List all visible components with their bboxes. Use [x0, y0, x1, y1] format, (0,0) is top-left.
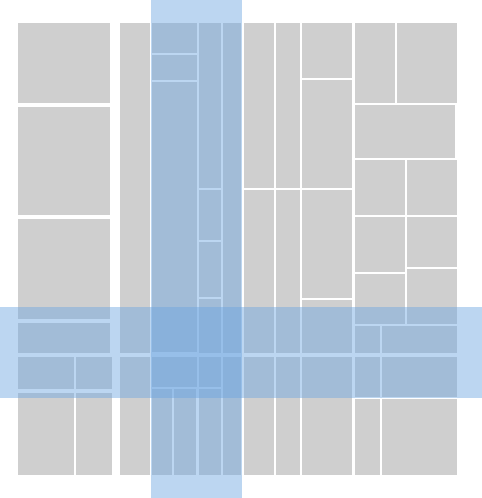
treemap-cell[interactable] [244, 23, 274, 188]
treemap-cell[interactable] [355, 23, 395, 103]
treemap-cell[interactable] [18, 23, 110, 103]
treemap-cell[interactable] [174, 389, 196, 475]
treemap-cell[interactable] [152, 55, 197, 80]
treemap-cell[interactable] [355, 274, 405, 324]
treemap-cell[interactable] [407, 269, 457, 324]
treemap-cell[interactable] [382, 357, 457, 397]
treemap-cell[interactable] [223, 357, 241, 475]
treemap-cell[interactable] [407, 160, 457, 215]
treemap-cell[interactable] [18, 107, 110, 215]
treemap-cell[interactable] [382, 399, 457, 475]
treemap-cell[interactable] [76, 393, 112, 475]
treemap-cell[interactable] [355, 357, 380, 397]
treemap-cell[interactable] [199, 299, 221, 353]
vertical-highlight-band[interactable] [151, 0, 242, 498]
treemap-cell[interactable] [302, 80, 352, 188]
treemap-cell[interactable] [152, 357, 197, 387]
treemap-cell[interactable] [120, 23, 150, 353]
treemap-cell[interactable] [18, 323, 110, 353]
treemap-cell[interactable] [276, 23, 300, 188]
treemap-cell[interactable] [199, 357, 221, 387]
treemap-cell[interactable] [355, 326, 380, 353]
treemap-cell[interactable] [199, 23, 221, 188]
treemap-cell[interactable] [355, 160, 405, 215]
treemap-cell[interactable] [397, 23, 457, 103]
treemap-cell[interactable] [152, 389, 172, 475]
treemap-cell[interactable] [382, 326, 457, 353]
treemap-cell[interactable] [244, 190, 274, 353]
treemap-cell[interactable] [76, 357, 112, 389]
treemap-cell[interactable] [223, 23, 241, 353]
treemap-cell[interactable] [199, 242, 221, 297]
treemap-cell[interactable] [199, 389, 221, 475]
treemap-cell[interactable] [18, 393, 74, 475]
treemap-cell[interactable] [407, 217, 457, 267]
treemap-cell[interactable] [302, 190, 352, 298]
treemap-cell[interactable] [18, 219, 110, 319]
treemap-cell[interactable] [355, 105, 455, 158]
treemap-cell[interactable] [199, 190, 221, 240]
treemap-cell[interactable] [18, 357, 74, 389]
treemap-cell[interactable] [355, 399, 380, 475]
treemap-cell[interactable] [302, 357, 352, 475]
treemap-cell[interactable] [276, 357, 300, 475]
treemap-cell[interactable] [120, 357, 150, 475]
horizontal-highlight-band[interactable] [0, 307, 482, 398]
treemap-cell[interactable] [152, 82, 197, 352]
treemap-cell[interactable] [302, 23, 352, 78]
treemap-cell[interactable] [152, 23, 197, 53]
treemap-cell[interactable] [244, 357, 274, 475]
treemap-cell[interactable] [355, 217, 405, 272]
treemap-cell[interactable] [276, 190, 300, 353]
treemap-cell[interactable] [302, 300, 352, 353]
